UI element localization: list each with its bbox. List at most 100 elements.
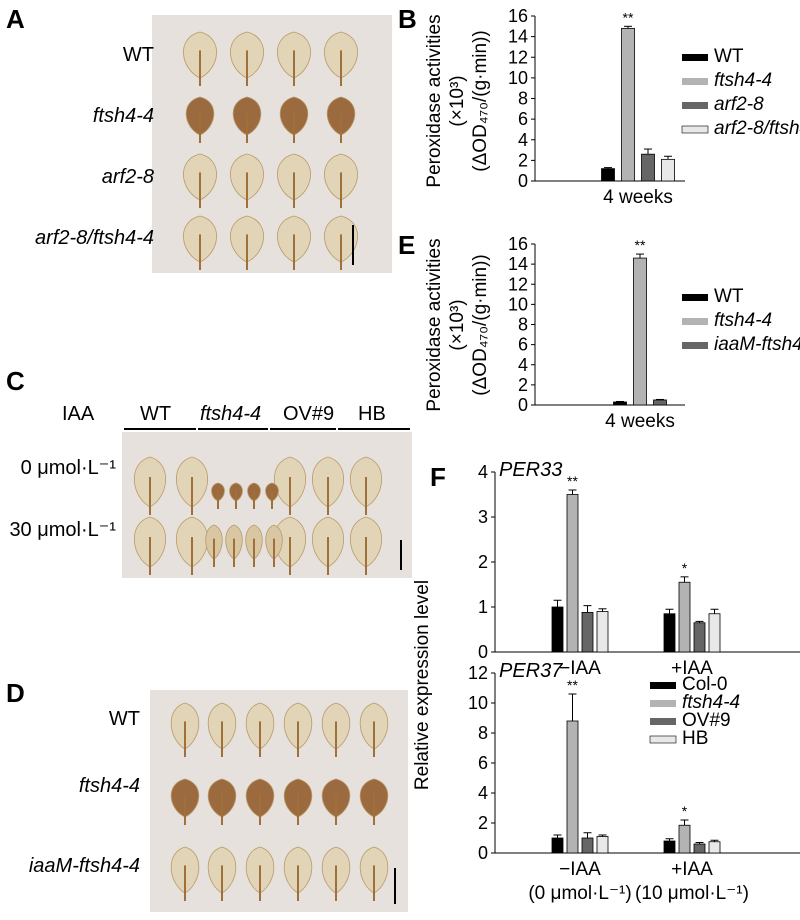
legend-swatch-F2-1 [650,700,676,707]
legend-label-F2-3: HB [682,728,708,749]
bar-B-1-0 [621,27,635,182]
y-tick-label-B-6: 12 [508,47,528,67]
bar-E-0-0 [613,401,627,406]
sig-F2-1-1: * [682,803,688,819]
y-tick-label-E-8: 16 [508,234,528,254]
bar-F2-2-1 [693,843,706,854]
bar-F2-0-0 [551,837,564,854]
legend-label-F2-0: Col-0 [682,674,727,695]
panel-letter-c: C [6,366,25,396]
y-tick-label-B-3: 6 [518,109,528,129]
chart-f: Relative expression level 0 1 2 3 4 ** −IAA * +IA… [412,459,800,904]
col-header-wt: WT [140,403,172,425]
photo-panel-d [150,690,408,912]
bar-F1-2-0 [581,611,594,653]
bar-E-2-0 [653,399,667,406]
row-label-a-arf2-8-ftsh4-4: arf2-8/ftsh4-4 [35,227,154,249]
bar-F1-2-1 [693,622,706,653]
x-cat-label-F2-0: −IAA [559,859,601,880]
col-header-ftsh4-4: ftsh4-4 [200,403,262,425]
row-label-d-wt: WT [108,708,140,730]
y-tick-label-B-8: 16 [508,6,528,26]
row-label-d-ftsh4-4: ftsh4-4 [78,775,140,797]
y-tick-label-F2-5: 10 [468,693,488,713]
sig-B-1-0: ** [623,9,634,25]
y-tick-label-B-2: 4 [518,130,528,150]
bar-F2-3-0 [596,836,609,854]
sig-F1-1-0: ** [567,473,578,489]
col-header-hb: HB [358,403,386,425]
legend-label-B-0: WT [714,46,744,67]
legend-label-F2-2: OV#9 [682,710,731,731]
y-tick-label-F2-2: 4 [478,783,488,803]
y-tick-label-B-5: 10 [508,68,528,88]
leaf-photo-a [183,31,358,270]
col-underline-ov9 [270,428,336,430]
y-tick-label-F2-4: 8 [478,723,488,743]
x-cat-sublabel-F2-1: (10 μmol·L⁻¹) [635,883,749,904]
sig-F1-1-1: * [682,560,688,576]
photo-panel-c [122,432,412,578]
y-tick-label-F1-1: 1 [478,597,488,617]
bar-B-3-0 [661,158,675,182]
bar-B-2-0 [641,153,655,182]
col-underline-wt [124,428,196,430]
row-label-a-wt: WT [122,44,154,66]
col-header-ov9: OV#9 [283,403,335,425]
y-tick-label-B-0: 0 [518,171,528,191]
scale-bar-a [352,225,354,265]
row-label-a-arf2-8: arf2-8 [101,166,154,188]
y-axis-label-line-1: (×10³) [447,299,468,350]
y-axis-label-f: Relative expression level [412,580,433,790]
y-tick-label-B-4: 8 [518,89,528,109]
bar-F1-0-1 [663,613,676,653]
panel-letter-d: D [6,678,25,708]
y-tick-label-B-1: 2 [518,150,528,170]
panel-letter-b: B [398,4,417,34]
legend-swatch-E-1 [682,318,708,325]
panel-letter-e: E [398,230,416,260]
legend-swatch-E-2 [682,342,708,349]
legend-label-B-1: ftsh4-4 [714,70,772,91]
legend-swatch-B-1 [682,78,708,85]
row-label-d-iaam-ftsh4-4: iaaM-ftsh4-4 [28,855,140,877]
y-axis-label-line-0: Peroxidase activities [424,14,445,187]
legend-label-B-3: arf2-8/ftsh4-4 [714,118,800,139]
bar-F2-1-0 [566,720,579,854]
y-tick-label-F1-2: 2 [478,552,488,572]
legend-label-E-1: ftsh4-4 [714,310,772,331]
legend-swatch-B-2 [682,102,708,109]
y-axis-label-line-0: Peroxidase activities [424,238,445,411]
y-tick-label-F1-4: 4 [478,462,488,482]
leaf-photo-d [170,702,396,904]
col-underline-hb [338,428,410,430]
chart-title-F1: PER33 [499,459,562,481]
y-tick-label-F1-3: 3 [478,507,488,527]
sig-E-1-0: ** [635,237,646,253]
y-tick-label-E-6: 12 [508,274,528,294]
y-tick-label-E-1: 2 [518,375,528,395]
x-cat-label-F1-1: +IAA [671,658,713,679]
bar-F2-0-1 [663,840,676,854]
chart-title-F2: PER37 [499,660,563,682]
y-tick-label-E-2: 4 [518,355,528,375]
legend-label-E-2: iaaM-ftsh4-4 [714,334,800,355]
y-axis-label-line-2: (ΔOD₄₇₀/(g·min)) [470,30,491,171]
sig-F2-1-0: ** [567,677,578,693]
bar-F1-1-1 [678,581,691,653]
scale-bar-c [400,540,402,570]
bar-F1-1-0 [566,494,579,653]
bar-F1-3-1 [708,613,721,653]
row-label-a-ftsh4-4: ftsh4-4 [92,105,154,127]
bar-F2-1-1 [678,824,691,854]
y-tick-label-E-0: 0 [518,395,528,415]
y-tick-label-F2-0: 0 [478,843,488,863]
legend-label-E-0: WT [714,286,744,307]
bar-B-0-0 [601,168,615,182]
y-axis-label-line-1: (×10³) [447,75,468,126]
bar-F1-0-0 [551,606,564,653]
y-tick-label-F2-3: 6 [478,753,488,773]
x-cat-label-F2-1: +IAA [671,859,713,880]
y-tick-label-E-4: 8 [518,315,528,335]
y-tick-label-E-7: 14 [508,254,528,274]
